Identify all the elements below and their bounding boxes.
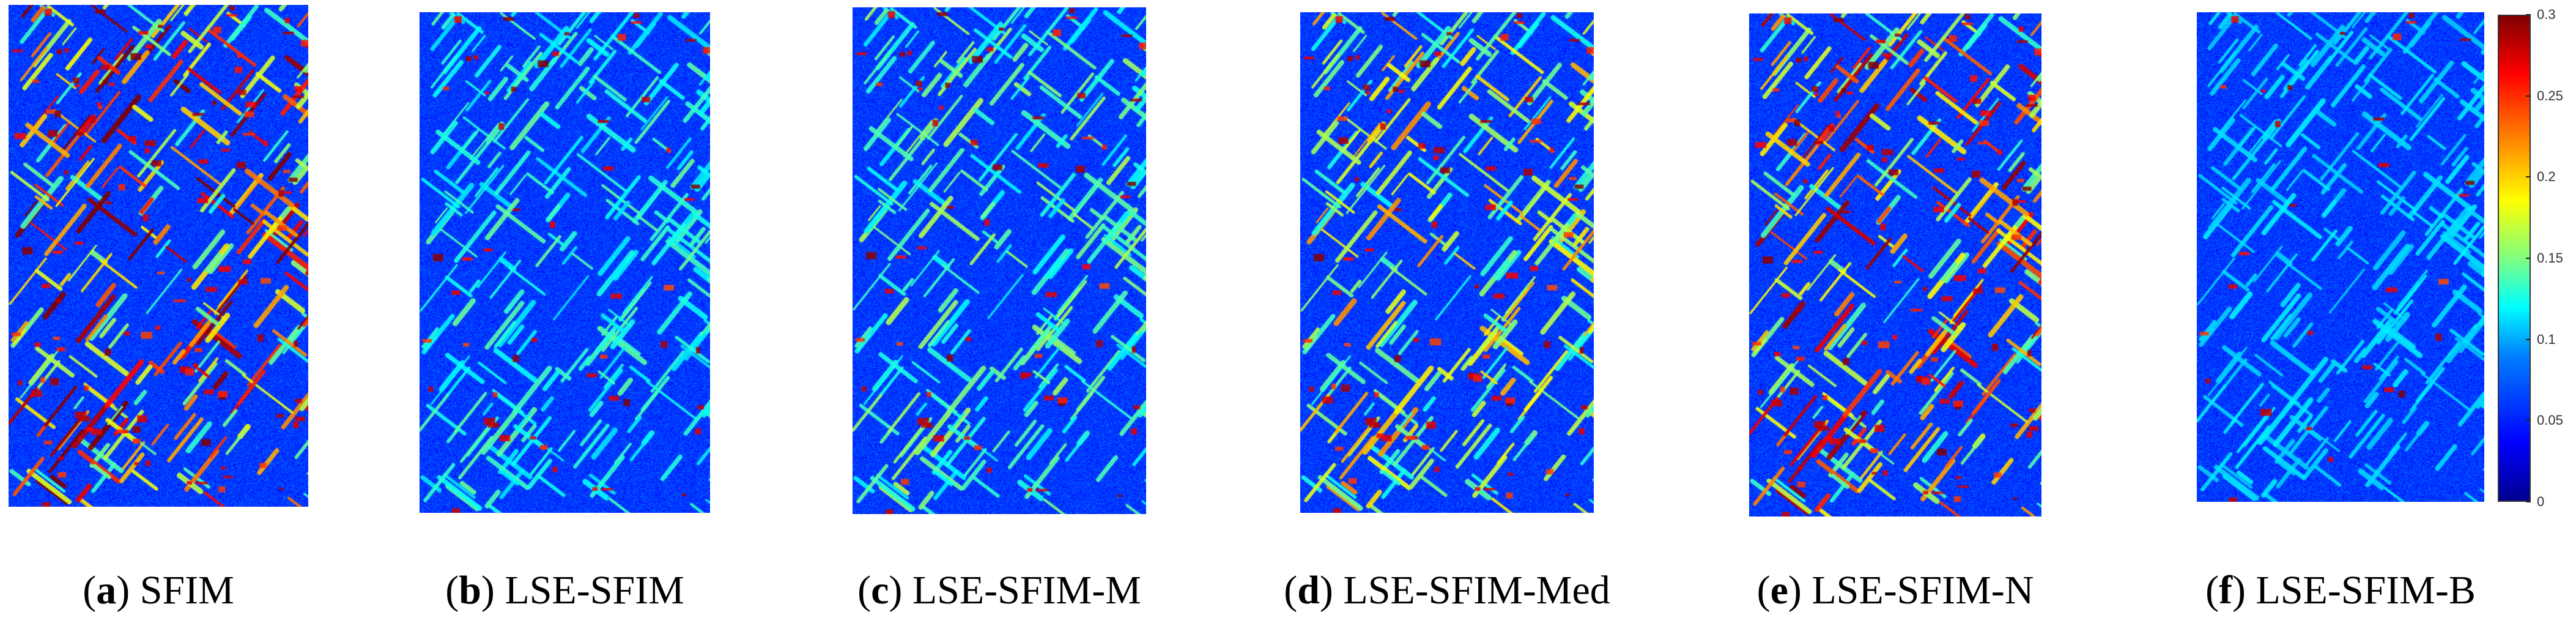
error-map-b [420, 12, 710, 513]
error-map-f [2197, 12, 2484, 502]
colorbar-tick-mark [2526, 14, 2531, 15]
colorbar-tick-mark [2526, 176, 2531, 178]
error-map-a [9, 5, 308, 507]
error-map-e [1749, 13, 2041, 517]
colorbar-tick-label: 0.05 [2537, 412, 2563, 428]
caption-a: (a) SFIM [83, 568, 234, 613]
colorbar-tick-mark [2526, 501, 2531, 502]
error-map-d [1300, 12, 1594, 513]
caption-e: (e) LSE-SFIM-N [1756, 568, 2034, 613]
colorbar [2498, 15, 2531, 502]
colorbar-tick-mark [2526, 420, 2531, 422]
error-map-c [853, 7, 1146, 514]
colorbar-tick-label: 0.2 [2537, 169, 2556, 185]
colorbar-tick-label: 0.3 [2537, 7, 2556, 22]
colorbar-tick-mark [2526, 338, 2531, 340]
caption-b: (b) LSE-SFIM [445, 568, 684, 613]
colorbar-tick-label: 0 [2537, 494, 2545, 509]
colorbar-tick-mark [2526, 95, 2531, 97]
colorbar-tick-label: 0.25 [2537, 88, 2563, 103]
colorbar-tick-label: 0.1 [2537, 331, 2556, 347]
caption-c: (c) LSE-SFIM-M [857, 568, 1141, 613]
colorbar-tick-mark [2526, 258, 2531, 259]
caption-f: (f) LSE-SFIM-B [2205, 568, 2476, 613]
caption-d: (d) LSE-SFIM-Med [1284, 568, 1610, 613]
colorbar-tick-label: 0.15 [2537, 250, 2563, 266]
